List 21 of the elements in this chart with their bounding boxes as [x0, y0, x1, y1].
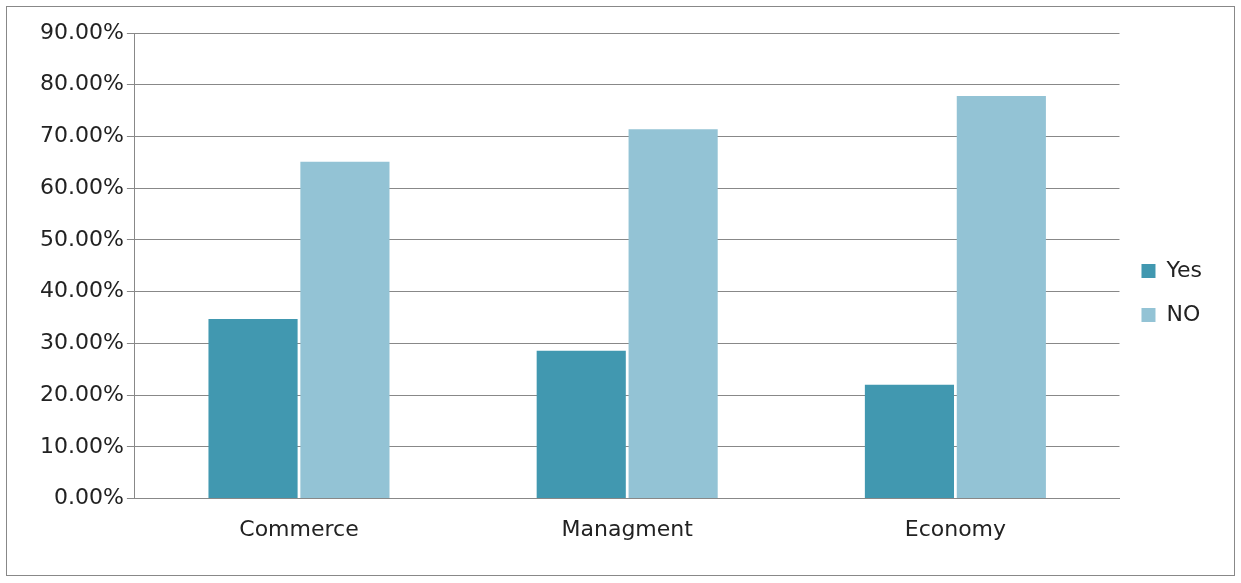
bar — [536, 350, 626, 499]
bar — [956, 96, 1046, 499]
bar — [300, 161, 390, 499]
bar — [628, 129, 718, 499]
x-tick-label: Commerce — [239, 515, 359, 541]
x-tick-label: Managment — [561, 515, 694, 541]
y-tick-label: 80.00% — [40, 70, 124, 96]
y-tick-label: 60.00% — [40, 173, 124, 199]
x-tick-label: Economy — [904, 515, 1007, 541]
y-tick-label: 20.00% — [40, 380, 124, 406]
y-tick-label: 0.00% — [54, 484, 124, 510]
y-tick-label: 40.00% — [40, 277, 124, 303]
legend-label: NO — [1166, 300, 1201, 326]
y-tick-label: 50.00% — [40, 225, 124, 251]
bar — [208, 319, 298, 499]
bar — [864, 384, 955, 499]
y-tick-label: 10.00% — [40, 432, 124, 458]
y-tick-label: 90.00% — [40, 18, 124, 44]
y-tick-label: 70.00% — [40, 122, 124, 148]
y-tick-label: 30.00% — [40, 329, 124, 355]
legend-label: Yes — [1165, 256, 1202, 282]
